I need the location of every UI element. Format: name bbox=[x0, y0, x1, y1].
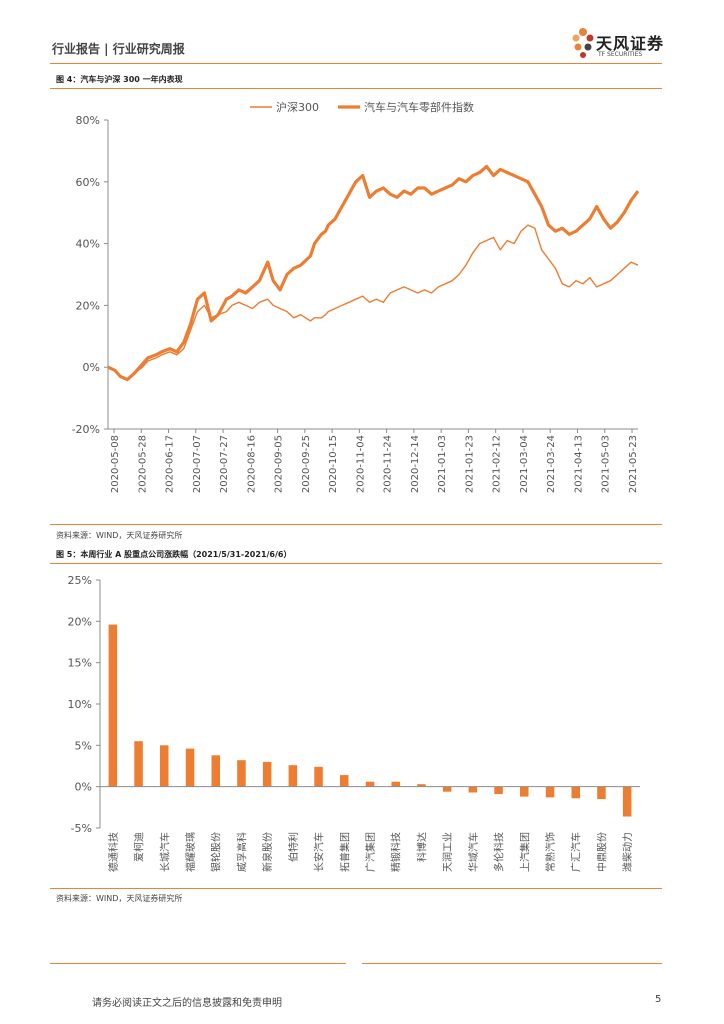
figure5-top-divider bbox=[50, 563, 662, 564]
x-tick-label: 福耀玻璃 bbox=[184, 832, 197, 872]
y-tick-label: 10% bbox=[68, 698, 92, 711]
y-tick-label: 20% bbox=[76, 299, 100, 312]
bar bbox=[211, 755, 220, 787]
x-tick-label: 爱柯迪 bbox=[133, 832, 146, 862]
x-tick-label: 2020-09-05 bbox=[274, 435, 285, 493]
y-tick-label: 80% bbox=[76, 114, 100, 127]
bar bbox=[571, 786, 580, 799]
bar bbox=[262, 761, 272, 787]
bar bbox=[417, 784, 426, 787]
x-tick-label: 科博达 bbox=[415, 832, 428, 862]
x-tick-label: 上汽集团 bbox=[518, 832, 531, 872]
x-tick-label: 潍柴动力 bbox=[621, 832, 634, 872]
bar bbox=[288, 765, 298, 787]
y-tick-label: 5% bbox=[75, 739, 92, 752]
series-line-1 bbox=[107, 224, 639, 381]
footer-disclaimer: 请务必阅读正文之后的信息披露和免责申明 bbox=[92, 998, 282, 1009]
x-tick-label: 2021-01-03 bbox=[437, 435, 448, 493]
figure5-title: 图 5：本周行业 A 股重点公司涨跌幅（2021/5/31-2021/6/6） bbox=[56, 550, 292, 559]
x-tick-label: 2020-09-25 bbox=[301, 435, 312, 493]
bar bbox=[520, 786, 529, 797]
x-tick-label: 德通科技 bbox=[107, 832, 120, 872]
bar bbox=[160, 745, 169, 787]
x-tick-label: 2020-07-27 bbox=[219, 435, 230, 493]
x-tick-label: 新泉股份 bbox=[261, 832, 274, 872]
footer-divider-right bbox=[362, 963, 662, 964]
x-tick-label: 2021-05-03 bbox=[601, 435, 612, 493]
x-tick-label: 2021-02-12 bbox=[492, 435, 503, 493]
x-tick-label: 天润工业 bbox=[441, 832, 454, 872]
y-tick-label: 15% bbox=[68, 657, 92, 670]
x-tick-label: 银轮股份 bbox=[210, 832, 223, 872]
x-tick-label: 伯特利 bbox=[287, 832, 300, 862]
bar bbox=[185, 748, 195, 787]
logo-text-cn: 天风证券 bbox=[596, 34, 665, 53]
x-tick-label: 广汇汽车 bbox=[570, 832, 583, 872]
y-tick-label: 60% bbox=[76, 176, 100, 189]
x-tick-label: 多伦科技 bbox=[493, 832, 506, 872]
figure5-source: 资料来源：WIND，天风证券研究所 bbox=[56, 894, 183, 903]
bar bbox=[622, 786, 632, 817]
x-tick-label: 广汽集团 bbox=[364, 832, 377, 872]
y-tick-label: 0% bbox=[75, 781, 92, 794]
figure4-bottom-divider bbox=[50, 524, 662, 525]
x-tick-label: 华域汽车 bbox=[467, 832, 480, 872]
x-tick-label: 中鼎股份 bbox=[595, 832, 608, 872]
y-tick-label: 40% bbox=[76, 238, 100, 251]
bar bbox=[340, 775, 349, 787]
bar bbox=[237, 760, 246, 787]
legend-label-2: 汽车与汽车零部件指数 bbox=[364, 100, 474, 114]
x-tick-label: 精锻科技 bbox=[390, 832, 403, 872]
figure4-title: 图 4：汽车与沪深 300 一年内表现 bbox=[56, 75, 183, 84]
figure5-bottom-divider bbox=[50, 888, 662, 889]
x-tick-label: 2021-03-24 bbox=[546, 435, 557, 493]
y-tick-label: 20% bbox=[68, 615, 92, 628]
bar bbox=[314, 766, 323, 787]
bar bbox=[494, 786, 503, 795]
header-divider bbox=[50, 63, 662, 64]
bar-chart: -5% 0% 5% 10% 15% 20% 25% 德通科技 爱柯迪 长城汽车 福耀玻璃 银轮股份 威孚… bbox=[68, 574, 640, 872]
x-tick-label: 2020-11-04 bbox=[355, 435, 366, 493]
bar bbox=[597, 786, 606, 800]
x-tick-label: 长安汽车 bbox=[313, 832, 326, 872]
bar bbox=[134, 741, 143, 787]
x-tick-label: 2021-03-04 bbox=[519, 435, 530, 493]
series-line-2 bbox=[107, 164, 640, 382]
y-tick-label: 0% bbox=[83, 361, 100, 374]
x-tick-label: 2020-06-17 bbox=[165, 435, 176, 493]
figure4-top-divider bbox=[50, 88, 662, 89]
x-tick-label: 常熟汽饰 bbox=[544, 832, 557, 872]
page-number: 5 bbox=[655, 994, 662, 1005]
legend-label-1: 沪深300 bbox=[276, 100, 319, 114]
line-chart: -20% 0% 20% 40% 60% 80% 2020-05-08 2020-05-28 20… bbox=[72, 100, 640, 493]
logo-icon bbox=[572, 28, 594, 58]
bar bbox=[365, 781, 375, 787]
report-type-label: 行业报告 | 行业研究周报 bbox=[52, 42, 185, 56]
x-tick-label: 2020-12-14 bbox=[410, 435, 421, 493]
figure4-source: 资料来源：WIND，天风证券研究所 bbox=[56, 531, 183, 540]
x-tick-label: 2020-05-08 bbox=[110, 435, 121, 493]
x-tick-label: 威孚高科 bbox=[235, 832, 248, 872]
x-tick-label: 拓普集团 bbox=[338, 832, 351, 872]
y-tick-label: -20% bbox=[72, 423, 100, 436]
bar bbox=[442, 786, 452, 792]
y-tick-label: 25% bbox=[68, 574, 92, 587]
x-tick-label: 2020-05-28 bbox=[137, 435, 148, 493]
bar bbox=[391, 781, 400, 787]
x-tick-label: 2021-01-23 bbox=[464, 435, 475, 493]
x-tick-label: 长城汽车 bbox=[158, 832, 171, 872]
x-tick-label: 2020-07-07 bbox=[192, 435, 203, 493]
bar bbox=[108, 624, 118, 787]
bar bbox=[468, 786, 478, 793]
logo-text-en: TF SECURITIES bbox=[598, 51, 643, 58]
y-tick-label: -5% bbox=[71, 822, 92, 835]
x-tick-label: 2020-08-16 bbox=[246, 435, 257, 493]
x-tick-label: 2021-04-13 bbox=[573, 435, 584, 493]
x-tick-label: 2020-10-15 bbox=[328, 435, 339, 493]
bar bbox=[545, 786, 555, 798]
x-tick-label: 2020-11-24 bbox=[383, 435, 394, 493]
footer-divider-left bbox=[50, 963, 346, 964]
x-tick-label: 2021-05-23 bbox=[628, 435, 639, 493]
